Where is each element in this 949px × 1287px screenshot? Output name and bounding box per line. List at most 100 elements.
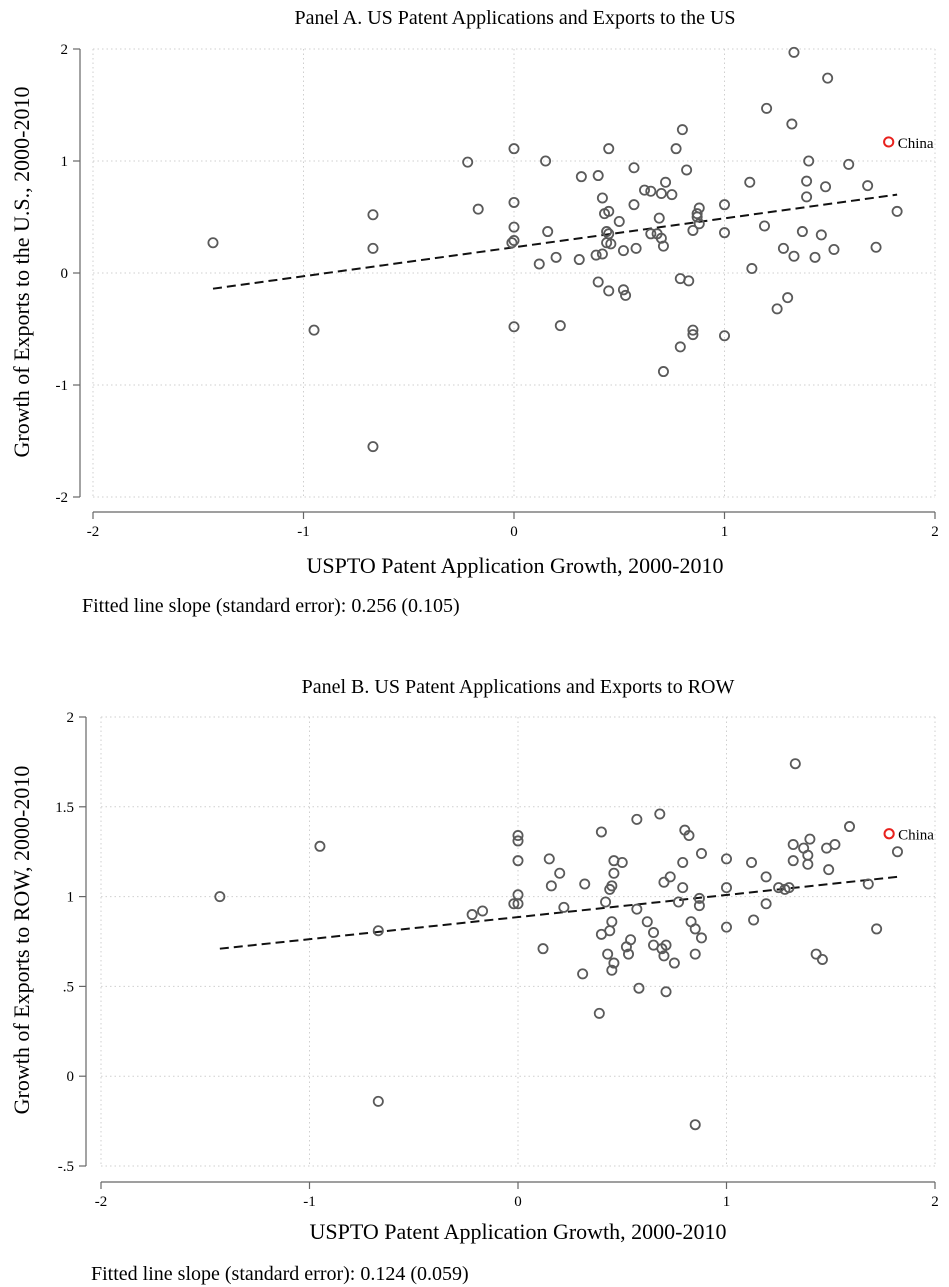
panel-b-x-tick-label: -2 <box>95 1194 108 1210</box>
panel-b-point <box>512 830 524 842</box>
panel-a-y-tick-label: 0 <box>61 266 69 282</box>
panel-b-point <box>558 901 570 913</box>
panel-b-x-tick-label: 0 <box>514 1194 522 1210</box>
panel-b-point <box>677 856 689 868</box>
panel-a-point <box>645 228 657 240</box>
panel-a-point <box>691 208 703 220</box>
panel-a-point <box>592 170 604 182</box>
panel-a-point <box>508 196 520 208</box>
panel-a-point <box>533 258 545 270</box>
panel-b-point <box>664 871 676 883</box>
panel-b-point <box>631 903 643 915</box>
panel-b-point <box>606 880 618 892</box>
panel-a-point <box>639 184 651 196</box>
panel-b-point <box>543 853 555 865</box>
panel-b-point <box>608 957 620 969</box>
panel-b-point <box>829 839 841 851</box>
panel-a-fit-note: Fitted line slope (standard error): 0.25… <box>82 595 460 617</box>
panel-a-point <box>655 187 667 199</box>
panel-a-point <box>554 320 566 332</box>
panel-b-point <box>783 882 795 894</box>
panel-a-point <box>796 226 808 238</box>
panel-a-y-tick-label: -2 <box>56 490 69 506</box>
panel-a-y-tick-label: 1 <box>61 154 69 170</box>
panel-b-point <box>606 916 618 928</box>
panel-b-title: Panel B. US Patent Applications and Expo… <box>302 676 735 698</box>
panel-a-point <box>771 303 783 315</box>
panel-b-point <box>660 986 672 998</box>
panel-a-point <box>613 215 625 227</box>
panel-a-point <box>693 202 705 214</box>
panel-b-x-tick-label: 1 <box>723 1194 731 1210</box>
panel-b-point <box>595 826 607 838</box>
panel-a-point <box>657 366 669 378</box>
panel-a-point <box>540 155 552 167</box>
panel-b-point <box>689 948 701 960</box>
panel-a-point <box>590 249 602 261</box>
panel-a-point <box>687 329 699 341</box>
panel-a: Panel A. US Patent Applications and Expo… <box>9 7 939 617</box>
panel-b-fit-note: Fitted line slope (standard error): 0.12… <box>91 1263 469 1285</box>
panel-b-point <box>658 876 670 888</box>
panel-a-point <box>828 243 840 255</box>
panel-a-point <box>809 251 821 263</box>
panel-b-point <box>721 882 733 894</box>
panel-a-point <box>550 251 562 263</box>
panel-b-point <box>625 934 637 946</box>
panel-a-point <box>891 205 903 217</box>
panel-b-point <box>693 900 705 912</box>
panel-a-point <box>862 180 874 192</box>
panel-b-point <box>577 968 589 980</box>
panel-b-point <box>372 925 384 937</box>
panel-a-point <box>758 220 770 232</box>
panel-b-point <box>673 896 685 908</box>
panel-b-point <box>773 882 785 894</box>
panel-b-point <box>512 835 524 847</box>
panel-b-point <box>314 840 326 852</box>
panel-a-point <box>367 441 379 453</box>
panel-b-point <box>844 821 856 833</box>
panel-a-point <box>601 226 613 238</box>
panel-a-point <box>596 248 608 260</box>
panel-b-point <box>508 898 520 910</box>
panel-b-china-label: China <box>898 828 934 844</box>
panel-a-point <box>786 118 798 130</box>
panel-a-grid <box>92 48 936 498</box>
panel-a-point <box>719 330 731 342</box>
panel-b-point <box>787 839 799 851</box>
panel-b-point <box>654 808 666 820</box>
panel-a-point <box>719 199 731 211</box>
panel-a-point <box>508 235 520 247</box>
panel-b-grid <box>100 716 936 1167</box>
panel-a-point <box>687 324 699 336</box>
panel-b-point <box>477 905 489 917</box>
panel-a-x-axis-label: USPTO Patent Application Growth, 2000-20… <box>307 553 724 578</box>
panel-b-point <box>802 858 814 870</box>
panel-b-point <box>600 896 612 908</box>
panel-b-fit-layer <box>219 875 898 950</box>
panel-a-point <box>603 143 615 155</box>
panel-a-point <box>681 164 693 176</box>
panel-b-point <box>871 923 883 935</box>
panel-a-china-label: China <box>898 136 934 152</box>
panel-a-point <box>660 176 672 188</box>
panel-a-point <box>683 275 695 287</box>
panel-b-point <box>641 916 653 928</box>
panel-a-fit-layer <box>212 193 898 290</box>
panel-b-y-tick-label: 1.5 <box>55 800 74 816</box>
panel-a-point <box>630 242 642 254</box>
panel-b-point <box>633 982 645 994</box>
panel-b-point <box>668 957 680 969</box>
panel-b-point <box>604 925 616 937</box>
panel-b-point <box>760 898 772 910</box>
panel-a-point <box>542 226 554 238</box>
panel-a-point <box>655 232 667 244</box>
panel-b-x-tick-label: -1 <box>303 1194 316 1210</box>
panel-a-point <box>628 199 640 211</box>
panel-b-point <box>695 932 707 944</box>
panel-a-point <box>843 158 855 170</box>
panel-a-point <box>822 72 834 84</box>
panel-a-point <box>573 254 585 266</box>
panel-a-point <box>508 221 520 233</box>
